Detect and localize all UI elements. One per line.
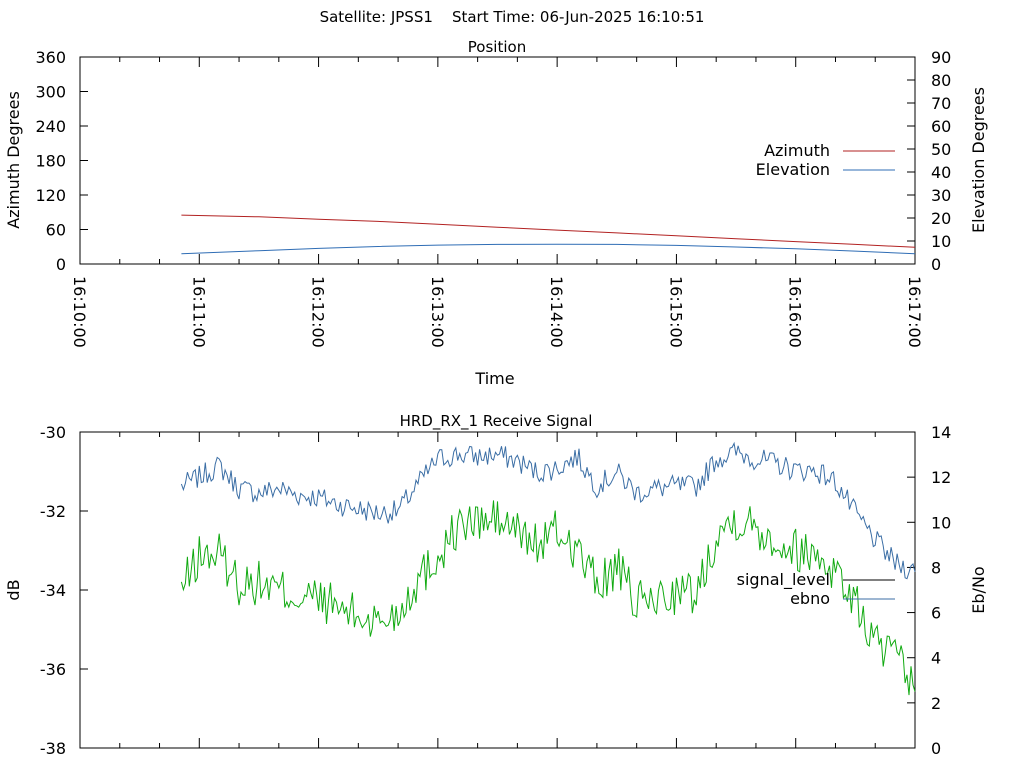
signal-ytick-label-1: -36 bbox=[40, 660, 66, 679]
position-title: Position bbox=[468, 38, 526, 56]
position-xlabel: Time bbox=[474, 369, 514, 388]
signal-y2tick-label-2: 4 bbox=[931, 649, 941, 668]
signal-series bbox=[180, 441, 916, 696]
position-ytick-label-4: 240 bbox=[35, 117, 66, 136]
legend-label-ebno: ebno bbox=[790, 589, 830, 608]
signal-y2tick-label-6: 12 bbox=[931, 468, 951, 487]
position-y2tick-label-7: 70 bbox=[931, 94, 951, 113]
position-ticks: 0 60 120 180 240 300 360 0 10 20 30 40 50 60 70 80 90 16:… bbox=[35, 48, 951, 348]
position-y2tick-label-2: 20 bbox=[931, 209, 951, 228]
position-y2tick-label-9: 90 bbox=[931, 48, 951, 67]
position-ytick-label-3: 180 bbox=[35, 152, 66, 171]
signal-y2tick-label-1: 2 bbox=[931, 694, 941, 713]
signal-ticks: -38 -36 -34 -32 -30 0 2 4 6 8 10 12 14 bbox=[40, 423, 952, 758]
position-series bbox=[181, 214, 916, 255]
figure-header: Satellite: JPSS1 Start Time: 06-Jun-2025… bbox=[320, 8, 705, 26]
signal-ytick-label-2: -34 bbox=[40, 581, 66, 600]
signal-y2tick-label-0: 0 bbox=[931, 739, 941, 758]
position-ylabel: Azimuth Degrees bbox=[4, 91, 23, 229]
signal-title: HRD_RX_1 Receive Signal bbox=[400, 412, 593, 431]
series-line-ebno bbox=[180, 441, 916, 580]
position-xtick-label-4: 16:14:00 bbox=[547, 276, 566, 348]
position-y2tick-label-3: 30 bbox=[931, 186, 951, 205]
position-y2tick-label-5: 50 bbox=[931, 140, 951, 159]
signal-y2tick-label-5: 10 bbox=[931, 513, 951, 532]
position-xtick-label-0: 16:10:00 bbox=[70, 276, 89, 348]
signal-y2tick-label-4: 8 bbox=[931, 558, 941, 577]
signal-chart: HRD_RX_1 Receive Signal -38 -36 -34 -32 -30 0… bbox=[4, 412, 988, 758]
signal-y2tick-label-3: 6 bbox=[931, 604, 941, 623]
position-ytick-label-2: 120 bbox=[35, 186, 66, 205]
signal-ytick-label-0: -38 bbox=[40, 739, 66, 758]
position-y2tick-label-8: 80 bbox=[931, 71, 951, 90]
position-xtick-label-2: 16:12:00 bbox=[309, 276, 328, 348]
series-line-azimuth bbox=[181, 214, 916, 248]
position-ytick-label-6: 360 bbox=[35, 48, 66, 67]
position-xtick-label-7: 16:17:00 bbox=[905, 276, 924, 348]
position-y2tick-label-6: 60 bbox=[931, 117, 951, 136]
position-y2tick-label-0: 0 bbox=[931, 255, 941, 274]
position-xtick-label-3: 16:13:00 bbox=[428, 276, 447, 348]
signal-ytick-label-4: -30 bbox=[40, 423, 66, 442]
position-ytick-label-1: 60 bbox=[46, 221, 66, 240]
legend-label-signal-level: signal_level bbox=[737, 570, 830, 590]
signal-y2label: Eb/No bbox=[969, 566, 988, 613]
position-y2tick-label-1: 10 bbox=[931, 232, 951, 251]
position-ytick-label-0: 0 bbox=[56, 255, 66, 274]
legend-label-elevation: Elevation bbox=[756, 160, 830, 179]
series-line-elevation bbox=[181, 243, 916, 255]
signal-legend: signal_level ebno bbox=[737, 570, 895, 608]
position-y2label: Elevation Degrees bbox=[969, 87, 988, 233]
signal-ytick-label-3: -32 bbox=[40, 502, 66, 521]
position-xtick-label-5: 16:15:00 bbox=[666, 276, 685, 348]
position-xtick-label-6: 16:16:00 bbox=[786, 276, 805, 348]
position-ytick-label-5: 300 bbox=[35, 83, 66, 102]
signal-y2tick-label-7: 14 bbox=[931, 423, 951, 442]
series-line-green-trace bbox=[180, 500, 916, 696]
position-xtick-label-1: 16:11:00 bbox=[189, 276, 208, 348]
position-legend: Azimuth Elevation bbox=[756, 141, 895, 179]
position-y2tick-label-4: 40 bbox=[931, 163, 951, 182]
signal-ylabel: dB bbox=[4, 579, 23, 600]
position-chart: Position 0 60 120 180 240 300 360 0 10 20 30 40 50 60… bbox=[4, 38, 988, 388]
legend-label-azimuth: Azimuth bbox=[764, 141, 830, 160]
